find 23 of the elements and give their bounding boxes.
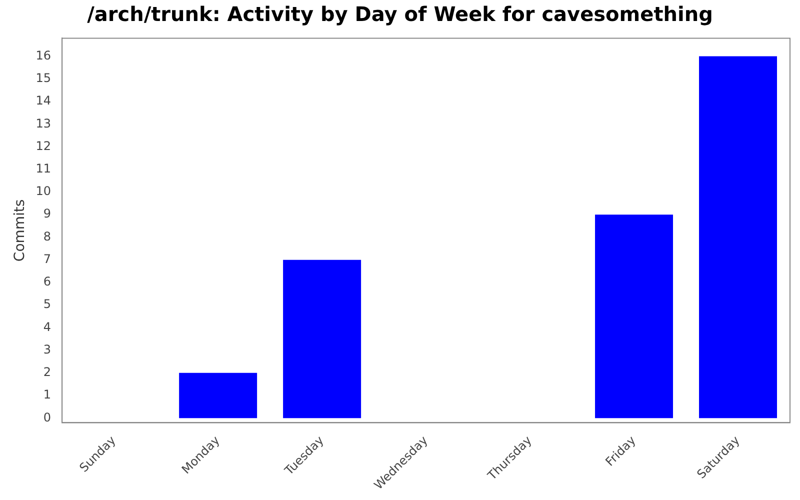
y-tick-label: 9	[43, 206, 52, 221]
bar	[595, 214, 674, 418]
y-tick-label: 3	[43, 342, 52, 356]
chart-title: /arch/trunk: Activity by Day of Week for cavesomething	[86, 1, 714, 28]
y-tick-label: 2	[43, 365, 52, 380]
bar	[179, 372, 258, 418]
y-tick-label: 11	[36, 162, 52, 176]
y-tick-label: 7	[43, 252, 52, 266]
y-tick-label: 15	[36, 71, 52, 86]
y-tick-label: 14	[36, 94, 52, 108]
y-tick-label: 13	[36, 116, 52, 130]
y-tick-label: 4	[43, 320, 52, 334]
y-tick-label: 1	[43, 388, 52, 402]
y-tick-label: 12	[36, 138, 52, 153]
y-axis-title: Commits	[12, 199, 28, 262]
bar	[699, 56, 777, 418]
y-tick-label: 10	[36, 184, 52, 198]
y-tick-label: 6	[43, 274, 52, 289]
bar	[283, 260, 362, 418]
y-tick-label: 8	[43, 229, 52, 244]
y-tick-label: 0	[43, 410, 52, 424]
y-tick-label: 16	[36, 48, 52, 62]
y-tick-label: 5	[43, 297, 52, 312]
